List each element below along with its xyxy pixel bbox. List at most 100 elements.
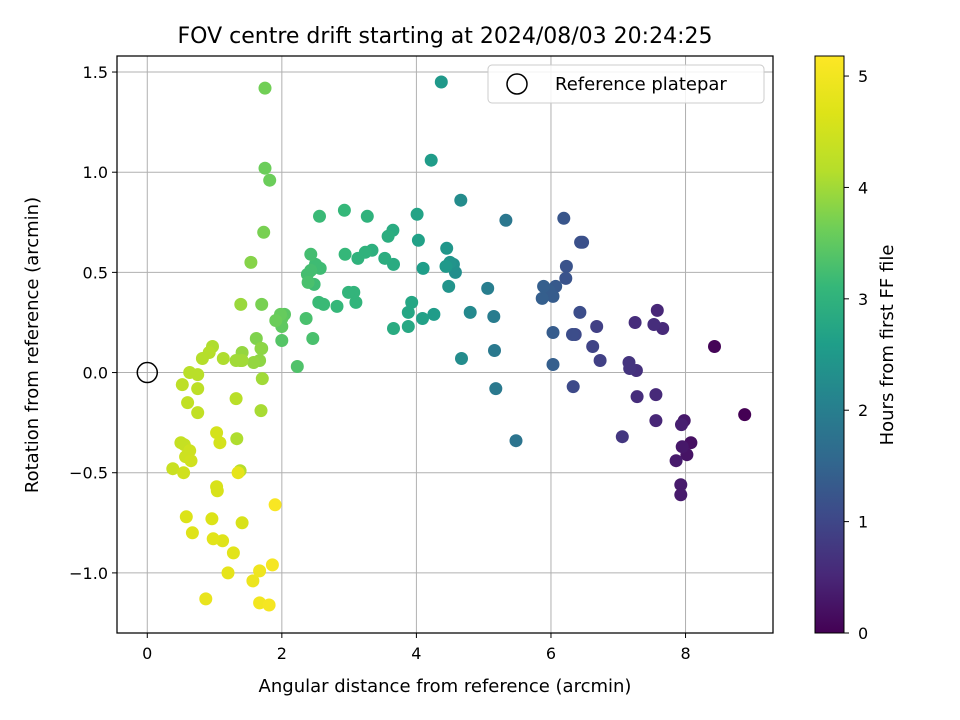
y-tick-label: 0.0 [83,364,108,383]
data-point [338,247,352,261]
data-point [463,305,477,319]
data-point [574,235,588,249]
data-point [708,340,721,353]
data-point [247,356,261,369]
data-point [235,354,249,367]
data-point [649,414,663,428]
data-point [301,275,315,289]
data-point [205,512,219,526]
data-point [351,251,365,265]
reference-marker-layer [136,361,159,384]
data-point [234,297,248,311]
data-point [244,255,258,269]
y-tick-label: −0.5 [69,464,108,483]
y-tick-label: 1.0 [83,163,108,182]
data-point [265,558,279,572]
data-point [622,356,636,369]
data-point [401,320,415,333]
x-axis-label: Angular distance from reference (arcmin) [259,676,632,697]
data-point [255,372,269,386]
data-point [299,312,313,325]
data-point [210,426,224,440]
data-point [304,247,318,261]
data-point [442,279,456,293]
data-point [226,546,240,560]
data-point [235,516,249,530]
data-point [590,320,604,333]
y-axis-ticks: −1.0 −0.5 0.0 0.5 1.0 1.5 [69,63,117,583]
data-point [221,566,235,580]
chart-title: FOV centre drift starting at 2024/08/03 … [178,24,713,49]
data-point [269,314,283,327]
legend-marker-reference [506,73,528,95]
data-point [199,592,213,606]
legend-box [487,64,765,104]
data-point [312,295,326,309]
data-point [255,297,269,311]
data-point [381,229,395,243]
legend: Reference platepar [487,64,765,104]
colorbar: 0 1 2 3 4 5 Hours from first FF file [814,55,898,643]
data-point [675,440,689,454]
data-point [593,354,607,367]
data-point [254,404,268,418]
data-point [330,299,344,313]
data-point [427,307,441,321]
colorbar-frame [814,55,845,634]
data-point [586,340,600,353]
legend-label-reference: Reference platepar [555,74,727,95]
data-point [566,328,579,341]
data-point [184,454,198,468]
data-point [230,432,244,446]
data-point [181,396,195,410]
data-point [337,203,351,217]
data-point [268,498,282,512]
colorbar-label: Hours from first FF file [877,245,898,446]
data-point [559,259,573,273]
data-point [411,233,425,247]
colorbar-tick-label: 0 [858,624,868,643]
data-point [738,408,752,422]
data-point [213,436,227,450]
x-axis-ticks: 0 2 4 6 8 [142,633,691,663]
data-point [179,510,193,524]
data-point [258,161,272,175]
x-tick-label: 8 [680,644,690,663]
data-point [253,564,267,578]
colorbar-ticks: 0 1 2 3 4 5 [844,67,868,643]
data-point [573,305,587,319]
data-point [387,322,400,335]
colorbar-tick-label: 5 [858,67,868,86]
data-point [546,358,560,371]
data-point [650,303,664,317]
data-point [195,352,209,365]
data-point [216,352,230,365]
data-point [231,466,245,480]
y-tick-label: −1.0 [69,564,108,583]
data-point [191,406,205,420]
data-point [566,380,580,394]
data-point [258,81,272,95]
x-tick-label: 0 [142,644,152,663]
data-point [249,332,263,345]
data-point [342,285,355,299]
data-point [615,430,629,444]
data-point [246,574,260,588]
data-point [257,225,271,239]
data-point [489,382,503,396]
data-point [669,454,683,468]
data-point [306,332,320,345]
plot-frame [116,55,774,634]
y-axis-label: Rotation from reference (arcmin) [22,197,43,493]
x-tick-label: 6 [546,644,556,663]
data-point [416,261,430,275]
data-point [546,326,560,339]
data-point [628,316,642,329]
data-point [499,213,513,227]
data-point [416,312,429,325]
data-point [275,334,289,347]
data-point [434,75,448,89]
data-point [206,532,220,546]
data-point [290,360,304,373]
